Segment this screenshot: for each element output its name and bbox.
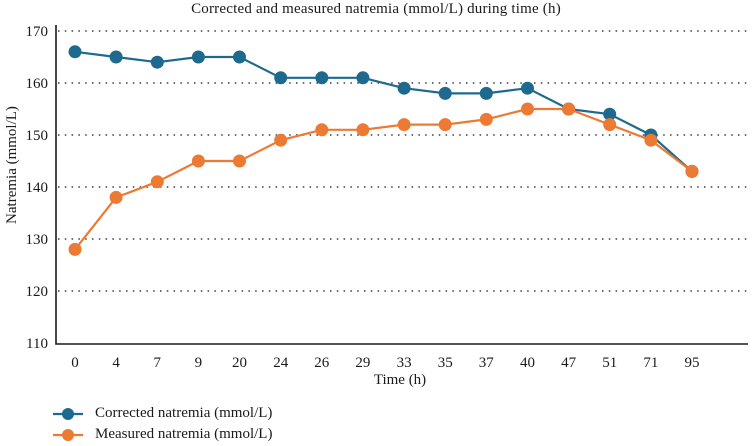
- x-tick-label: 35: [438, 355, 453, 371]
- data-point-measured: [150, 175, 164, 189]
- data-point-measured: [109, 190, 123, 204]
- data-point-measured: [356, 123, 370, 137]
- data-point-corrected: [68, 45, 82, 59]
- x-tick-label: 9: [195, 355, 203, 371]
- x-tick-label: 0: [71, 355, 79, 371]
- legend-label-corrected: Corrected natremia (mmol/L): [95, 405, 273, 421]
- data-point-measured: [685, 164, 699, 178]
- data-point-corrected: [603, 107, 617, 121]
- x-tick-label: 7: [154, 355, 162, 371]
- x-tick-label: 51: [602, 355, 617, 371]
- data-point-measured: [562, 102, 576, 116]
- data-point-measured: [603, 118, 617, 132]
- legend: Corrected natremia (mmol/L) Measured nat…: [52, 403, 272, 445]
- x-tick-label: 33: [397, 355, 412, 371]
- legend-item-measured: Measured natremia (mmol/L): [52, 424, 272, 445]
- data-point-measured: [479, 112, 493, 126]
- x-tick-label: 40: [520, 355, 535, 371]
- y-tick-label: 130: [26, 232, 49, 248]
- data-point-corrected: [150, 55, 164, 69]
- data-point-measured: [438, 118, 452, 132]
- x-tick-label: 29: [355, 355, 370, 371]
- y-tick-label: 150: [26, 128, 49, 144]
- x-tick-label: 4: [112, 355, 120, 371]
- series-line-measured: [74, 107, 693, 251]
- data-point-measured: [644, 133, 658, 147]
- y-tick-label: 170: [26, 24, 49, 40]
- x-tick-label: 95: [685, 355, 700, 371]
- legend-marker-measured-icon: [53, 428, 83, 441]
- x-tick-label: 26: [314, 355, 330, 371]
- y-tick-label: 140: [26, 180, 49, 196]
- data-point-measured: [274, 133, 288, 147]
- data-point-corrected: [274, 71, 288, 85]
- data-point-corrected: [356, 71, 370, 85]
- data-point-measured: [315, 123, 329, 137]
- legend-dot-measured: [62, 428, 74, 441]
- data-point-corrected: [521, 81, 534, 95]
- chart-title: Corrected and measured natremia (mmol/L)…: [191, 1, 561, 17]
- data-point-measured: [397, 118, 411, 132]
- x-tick-label: 37: [479, 355, 495, 371]
- data-point-corrected: [109, 50, 123, 64]
- y-axis-label: Natremia (mmol/L): [4, 106, 20, 224]
- y-tick-label: 160: [26, 76, 49, 92]
- y-tick-label: 110: [26, 336, 48, 352]
- data-point-measured: [233, 154, 246, 168]
- x-axis-label: Time (h): [373, 372, 427, 388]
- y-tick-label: 120: [26, 284, 49, 300]
- data-point-corrected: [315, 71, 329, 85]
- data-point-corrected: [479, 86, 493, 100]
- data-point-corrected: [191, 50, 205, 64]
- axis-spines: [55, 25, 748, 345]
- data-point-measured: [68, 242, 82, 256]
- data-point-corrected: [438, 86, 452, 100]
- data-point-measured: [191, 154, 205, 168]
- x-tick-label: 47: [561, 355, 577, 371]
- x-tick-label: 71: [643, 355, 658, 371]
- x-tick-label: 20: [232, 355, 247, 371]
- series-line-corrected: [74, 50, 693, 173]
- legend-marker-corrected-icon: [53, 407, 83, 420]
- data-point-corrected: [397, 81, 411, 95]
- legend-label-measured: Measured natremia (mmol/L): [95, 426, 273, 442]
- data-point-measured: [521, 102, 534, 116]
- x-tick-label: 24: [273, 355, 289, 371]
- legend-dot-corrected: [62, 407, 74, 420]
- data-point-corrected: [233, 50, 246, 64]
- legend-item-corrected: Corrected natremia (mmol/L): [52, 403, 272, 424]
